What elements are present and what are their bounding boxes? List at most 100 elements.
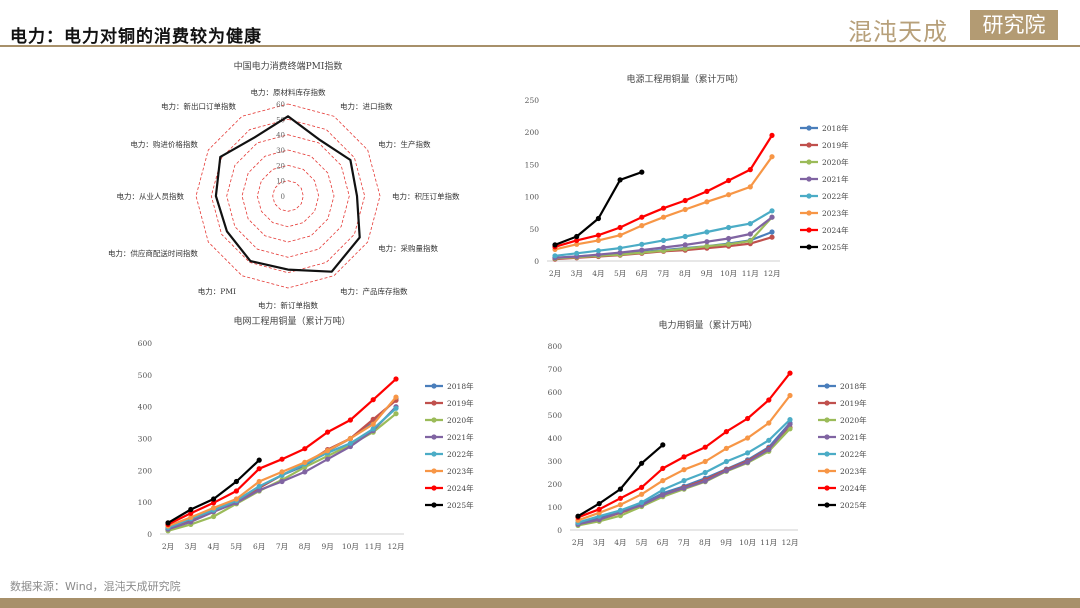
legend-label: 2018年 [840, 381, 867, 391]
x-tick-label: 6月 [636, 269, 648, 278]
chart-title: 中国电力消费终端PMI指数 [234, 60, 343, 72]
legend-marker [431, 468, 437, 474]
data-point [704, 229, 710, 235]
x-tick-label: 7月 [657, 269, 669, 278]
radar-axis-label: 电力：采购量指数 [378, 243, 438, 253]
legend-marker [806, 244, 812, 250]
data-point [702, 469, 708, 476]
series-line-2020年 [577, 428, 791, 527]
radar-series-line [214, 115, 361, 273]
data-point [769, 208, 775, 214]
data-point [747, 184, 753, 190]
x-tick-label: 11月 [365, 542, 382, 551]
data-point [766, 437, 772, 443]
legend-label: 2023年 [822, 208, 849, 218]
data-point [787, 417, 793, 423]
data-point [617, 507, 623, 513]
data-point [617, 486, 623, 492]
legend-marker [431, 502, 437, 508]
legend-marker [824, 451, 830, 457]
y-tick-label: 200 [138, 466, 153, 475]
legend-marker [806, 142, 812, 148]
data-point [165, 520, 171, 526]
data-point [639, 241, 645, 247]
legend-label: 2025年 [822, 242, 849, 252]
y-tick-label: 700 [548, 365, 563, 374]
data-point [660, 237, 667, 243]
data-point [188, 510, 194, 516]
data-point [766, 446, 772, 453]
legend-label: 2025年 [447, 500, 474, 510]
chart-title: 电网工程用铜量（累计万吨） [233, 315, 350, 327]
legend-label: 2018年 [822, 123, 849, 133]
data-point [745, 459, 751, 465]
header-rule [0, 45, 1080, 47]
legend-label: 2022年 [822, 191, 849, 201]
data-point [370, 426, 376, 432]
data-point [595, 252, 601, 258]
data-point [347, 417, 353, 423]
line-chart-svg: 电力用铜量（累计万吨） 0 100 200 300 400 500 600 700 800 2月 3月… [548, 319, 867, 547]
x-tick-label: 12月 [763, 269, 780, 278]
data-point [347, 435, 353, 442]
y-tick-label: 50 [529, 225, 539, 234]
data-point [769, 234, 775, 240]
data-point [766, 420, 772, 426]
legend-marker [806, 227, 812, 233]
data-point [552, 242, 558, 248]
data-point [279, 456, 285, 462]
radar-axis-label: 电力：新出口订单指数 [161, 101, 236, 111]
radar-grid-ring [226, 134, 350, 258]
data-point [188, 514, 194, 520]
page-title: 电力：电力对铜的消费较为健康 [10, 27, 262, 47]
data-point [639, 169, 645, 175]
radar-chart-pmi: 中国电力消费终端PMI指数 0 10 20 30 40 50 60 电力：原材料库存指数 电力：进… [108, 52, 490, 310]
data-point [279, 469, 285, 475]
legend-marker [824, 485, 830, 491]
x-tick-label: 4月 [614, 538, 626, 547]
data-point [211, 500, 217, 506]
line-chart-power-source-copper: 电源工程用铜量（累计万吨） 0 50 100 150 200 250 2月 3月 4月 5月 6月 7月… [515, 62, 935, 287]
legend-marker [824, 383, 830, 389]
data-point [726, 177, 732, 184]
x-tick-label: 2月 [572, 538, 584, 547]
line-chart-svg: 电源工程用铜量（累计万吨） 0 50 100 150 200 250 2月 3月 4月 5月 6月 7月… [525, 73, 849, 278]
series-line-2019年 [577, 426, 791, 526]
data-point [660, 244, 667, 251]
data-point [302, 459, 308, 465]
legend-marker [431, 485, 437, 491]
data-point [233, 496, 239, 502]
y-tick-label: 0 [557, 526, 562, 535]
data-point [723, 445, 729, 451]
radar-tick-label: 60 [276, 101, 285, 109]
radar-svg: 中国电力消费终端PMI指数0102030405060电力：原材料库存指数电力：进… [108, 60, 460, 310]
x-tick-label: 5月 [230, 542, 242, 551]
data-point [279, 478, 285, 485]
data-source-note: 数据来源：Wind，混沌天成研究院 [10, 580, 181, 593]
data-point [704, 239, 710, 245]
x-tick-label: 11月 [742, 269, 759, 278]
data-point [787, 426, 793, 432]
brand-logo: 混沌天成 研究院 [848, 8, 1062, 46]
legend-label: 2020年 [822, 157, 849, 167]
data-point [639, 499, 645, 505]
data-point [574, 233, 580, 240]
data-point [393, 405, 399, 411]
data-point [726, 224, 732, 231]
radar-axis-label: 电力：生产指数 [378, 139, 431, 149]
y-tick-label: 100 [525, 193, 540, 202]
data-point [596, 506, 602, 512]
x-tick-label: 10月 [739, 538, 756, 547]
y-tick-label: 400 [548, 434, 563, 443]
data-point [704, 199, 710, 205]
x-tick-label: 7月 [276, 542, 288, 551]
legend-label: 2024年 [447, 483, 474, 493]
data-point [393, 394, 399, 400]
data-point [302, 446, 308, 452]
series-line-2022年 [167, 407, 397, 529]
y-tick-label: 600 [548, 388, 563, 397]
data-point [325, 429, 331, 435]
legend-marker [431, 434, 437, 440]
x-tick-label: 9月 [321, 542, 333, 551]
data-point [617, 495, 623, 501]
